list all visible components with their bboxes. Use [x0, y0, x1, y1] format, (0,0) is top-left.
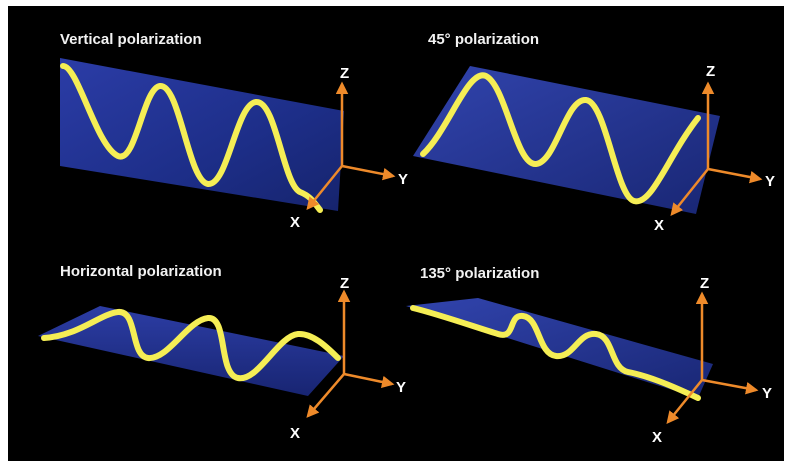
panel-vertical: Vertical polarization Z Y X	[60, 31, 408, 231]
panel-title-vertical: Vertical polarization	[60, 31, 202, 48]
polarization-plane	[38, 306, 344, 396]
panel-title-horizontal: Horizontal polarization	[60, 263, 222, 280]
axis-label-z: Z	[340, 275, 349, 292]
axes-triad	[306, 289, 395, 418]
axis-label-z: Z	[706, 63, 715, 80]
polarization-plane	[60, 58, 344, 211]
axis-label-x: X	[654, 217, 664, 234]
axis-label-y: Y	[398, 171, 408, 188]
polarization-plane	[413, 66, 720, 214]
wave-curve	[410, 305, 701, 401]
axis-label-y: Y	[396, 379, 406, 396]
axis-label-x: X	[652, 429, 662, 446]
wave-curve	[420, 72, 701, 205]
axis-label-z: Z	[340, 65, 349, 82]
panel-45: 45° polarization Z Y X	[413, 31, 775, 234]
axis-label-y: Y	[765, 173, 775, 190]
panel-135: 135° polarization Z Y X	[406, 265, 772, 446]
axes-triad	[670, 81, 763, 216]
polarization-figure: Vertical polarization Z Y X 45° polariza…	[8, 6, 784, 461]
panel-title-135: 135° polarization	[420, 265, 539, 282]
axes-triad	[666, 291, 759, 424]
axes-triad	[306, 81, 396, 210]
axis-label-z: Z	[700, 275, 709, 292]
axis-label-y: Y	[762, 385, 772, 402]
panel-horizontal: Horizontal polarization Z Y X	[38, 263, 406, 442]
wave-curve	[60, 63, 323, 213]
axis-label-x: X	[290, 425, 300, 442]
axis-label-x: X	[290, 214, 300, 231]
panel-title-45: 45° polarization	[428, 31, 539, 48]
wave-curve	[41, 309, 341, 382]
